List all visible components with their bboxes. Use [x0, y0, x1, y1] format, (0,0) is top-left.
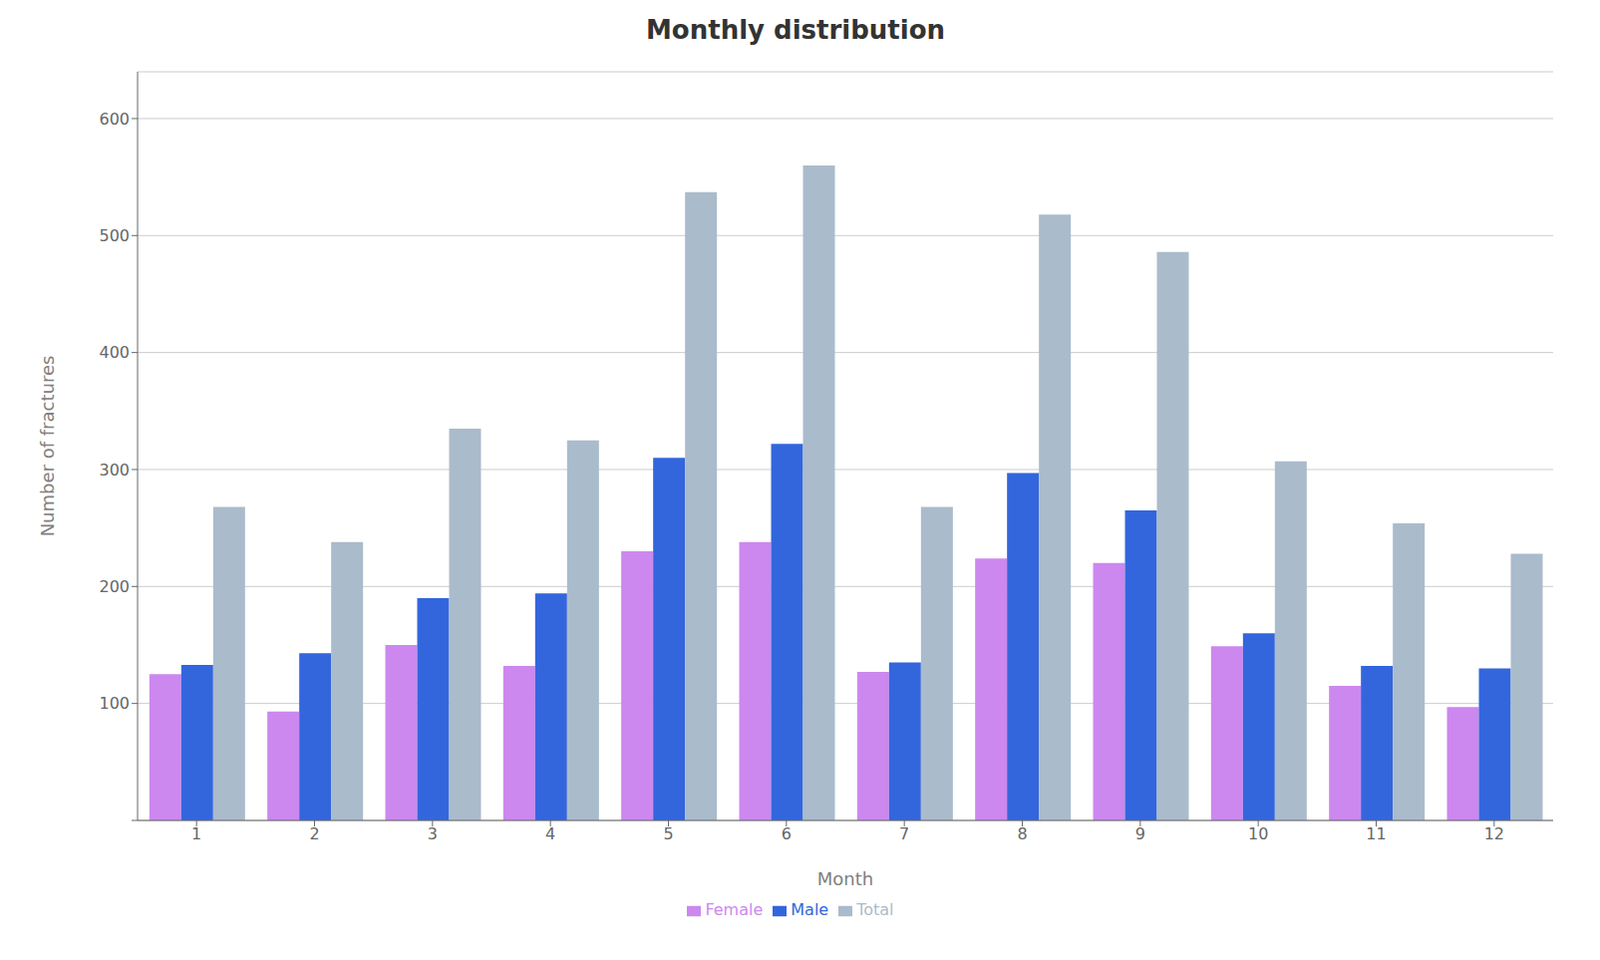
- svg-text:7: 7: [899, 824, 910, 844]
- html-text:Monthly distribution: Monthly distribution: [645, 14, 946, 45]
- svg-text:12: 12: [1484, 824, 1505, 844]
- svg-text:Month: Month: [817, 868, 874, 890]
- svg-text:400: 400: [98, 342, 130, 362]
- svg-text:2: 2: [309, 824, 320, 844]
- svg-text:8: 8: [1016, 824, 1027, 844]
- svg-text:200: 200: [98, 577, 130, 597]
- svg-text:600: 600: [98, 109, 130, 129]
- svg-text:4: 4: [545, 824, 556, 844]
- svg-text:9: 9: [1135, 824, 1146, 844]
- svg-text:11: 11: [1365, 824, 1386, 844]
- html-text:Male: Male: [790, 900, 829, 920]
- svg-text:10: 10: [1248, 824, 1269, 844]
- svg-text:Number of fractures: Number of fractures: [36, 355, 58, 538]
- svg-text:3: 3: [427, 824, 438, 844]
- svg-text:5: 5: [662, 824, 673, 844]
- html-text:Total: Total: [856, 900, 894, 920]
- html-text:Female: Female: [705, 900, 763, 920]
- svg-text:1: 1: [191, 824, 202, 844]
- svg-text:500: 500: [98, 226, 130, 246]
- svg-text:6: 6: [781, 824, 792, 844]
- svg-text:100: 100: [98, 693, 130, 713]
- svg-text:300: 300: [98, 460, 130, 480]
